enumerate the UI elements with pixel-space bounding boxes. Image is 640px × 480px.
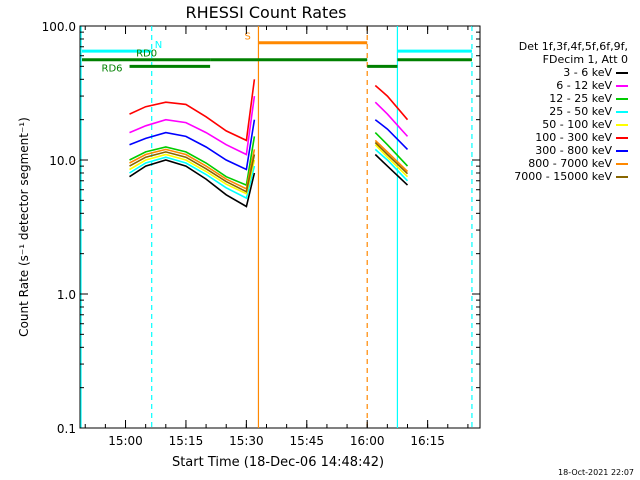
- series-line: [129, 95, 256, 156]
- legend-swatch: [616, 176, 628, 178]
- x-tick-label: 16:00: [350, 434, 385, 448]
- legend-item: 300 - 800 keV: [486, 144, 628, 157]
- x-tick-label: 15:00: [108, 434, 143, 448]
- state-bar-label: N: [155, 40, 162, 51]
- x-tick-label: 15:30: [229, 434, 264, 448]
- legend-item: 6 - 12 keV: [486, 79, 628, 92]
- legend-item-label: 300 - 800 keV: [535, 144, 612, 157]
- legend-item-label: 7000 - 15000 keV: [514, 170, 612, 183]
- y-axis-ticks: 0.1 1.0 10.0 100.0: [42, 20, 480, 436]
- legend-item: 100 - 300 keV: [486, 131, 628, 144]
- legend-item-label: 100 - 300 keV: [535, 131, 612, 144]
- legend-item: 12 - 25 keV: [486, 92, 628, 105]
- series-line: [129, 159, 256, 208]
- legend-item-label: 25 - 50 keV: [549, 105, 612, 118]
- legend-item-label: 800 - 7000 keV: [528, 157, 612, 170]
- state-bars: N S RD0 RD6: [82, 32, 472, 74]
- legend-item: 25 - 50 keV: [486, 105, 628, 118]
- legend-item: 7000 - 15000 keV: [486, 170, 628, 183]
- series-line: [374, 139, 409, 173]
- series-line: [129, 119, 256, 171]
- series-line: [374, 153, 409, 186]
- vertical-markers: [80, 26, 473, 428]
- y-tick-label: 1.0: [57, 288, 76, 302]
- legend-swatch: [616, 163, 628, 165]
- legend-header-line-2: FDecim 1, Att 0: [542, 53, 628, 66]
- footer-timestamp: 18-Oct-2021 22:07: [558, 468, 634, 477]
- series-line: [129, 136, 256, 187]
- chart-title: RHESSI Count Rates: [186, 3, 347, 22]
- x-tick-label: 15:45: [289, 434, 324, 448]
- legend-item: 50 - 100 keV: [486, 118, 628, 131]
- series-line: [129, 153, 256, 195]
- series-line: [374, 141, 409, 175]
- legend-swatch: [616, 124, 628, 126]
- plot-frame: [79, 25, 481, 429]
- legend: Det 1f,3f,4f,5f,6f,9f, FDecim 1, Att 0 3…: [486, 40, 628, 183]
- state-bar-label: RD6: [102, 63, 123, 74]
- legend-swatch: [616, 137, 628, 139]
- series-line: [129, 156, 256, 200]
- series-line: [129, 79, 256, 142]
- legend-header-line-1: Det 1f,3f,4f,5f,6f,9f,: [518, 40, 628, 53]
- legend-item-label: 50 - 100 keV: [542, 118, 612, 131]
- legend-item: 3 - 6 keV: [486, 66, 628, 79]
- x-tick-label: 16:15: [410, 434, 445, 448]
- series-line: [129, 148, 256, 190]
- series-line: [129, 151, 256, 193]
- legend-item-label: 3 - 6 keV: [563, 66, 612, 79]
- y-tick-label: 10.0: [49, 154, 76, 168]
- y-axis-label: Count Rate (s⁻¹ detector segment⁻¹): [17, 117, 31, 337]
- series-line: [374, 144, 409, 178]
- series-line: [374, 148, 409, 182]
- x-axis-ticks: 15:00 15:15 15:30 15:45 16:00 16:15: [84, 26, 469, 448]
- series-lines: [129, 79, 409, 208]
- legend-item-label: 12 - 25 keV: [549, 92, 612, 105]
- x-tick-label: 15:15: [169, 434, 204, 448]
- legend-swatch: [616, 98, 628, 100]
- legend-item-label: 6 - 12 keV: [556, 79, 612, 92]
- series-line: [374, 101, 409, 137]
- state-bar-label: RD0: [136, 49, 157, 60]
- legend-swatch: [616, 111, 628, 113]
- legend-swatch: [616, 150, 628, 152]
- x-axis-label: Start Time (18-Dec-06 14:48:42): [172, 455, 384, 470]
- series-line: [374, 132, 409, 167]
- legend-item: 800 - 7000 keV: [486, 157, 628, 170]
- y-tick-label: 0.1: [57, 422, 76, 436]
- legend-swatch: [616, 85, 628, 87]
- series-line: [374, 119, 409, 150]
- legend-swatch: [616, 72, 628, 74]
- series-line: [374, 84, 409, 121]
- state-bar-label: S: [244, 32, 250, 43]
- y-tick-label: 100.0: [42, 20, 76, 34]
